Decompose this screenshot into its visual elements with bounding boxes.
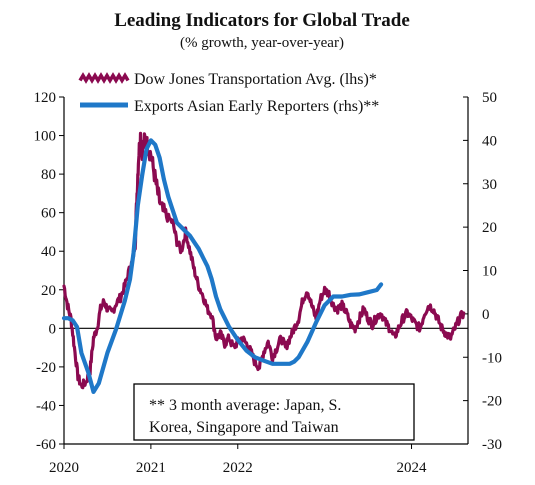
y-tick-label-left: 60 xyxy=(41,206,56,222)
y-tick-label-right: 10 xyxy=(482,264,497,280)
y-tick-label-right: -30 xyxy=(482,437,502,453)
chart-title: Leading Indicators for Global Trade xyxy=(114,10,410,31)
legend-label-dow-jones: Dow Jones Transportation Avg. (lhs)* xyxy=(134,71,377,88)
x-tick-label: 2022 xyxy=(223,460,253,476)
y-tick-label-left: -60 xyxy=(36,437,56,453)
chart-subtitle: (% growth, year-over-year) xyxy=(180,35,344,51)
note-line: ** 3 month average: Japan, S. xyxy=(149,397,341,414)
x-tick-label: 2021 xyxy=(136,460,166,476)
y-tick-label-right: 20 xyxy=(482,220,497,236)
y-tick-label-left: -40 xyxy=(36,398,56,414)
note-box: ** 3 month average: Japan, S. Korea, Sing… xyxy=(133,383,415,441)
y-tick-label-left: 20 xyxy=(41,283,56,299)
y-tick-label-right: -20 xyxy=(482,394,502,410)
series-line-dow-jones xyxy=(62,131,466,390)
note-line: Korea, Singapore and Taiwan xyxy=(149,419,339,436)
legend: Dow Jones Transportation Avg. (lhs)* Expo… xyxy=(74,63,458,115)
y-tick-label-left: 80 xyxy=(41,167,56,183)
y-tick-label-left: 0 xyxy=(49,321,57,337)
note-frame xyxy=(133,383,415,441)
y-tick-label-left: 100 xyxy=(34,129,57,145)
legend-label-asian-exports: Exports Asian Early Reporters (rhs)** xyxy=(134,98,379,115)
plot-area: -60 -40 -20 0 20 40 60 80 100 120 -30 -20 -10 0 10 20 30… xyxy=(34,90,503,476)
x-tick-label: 2024 xyxy=(397,460,428,476)
y-tick-label-left: -20 xyxy=(36,360,56,376)
x-tick-label: 2020 xyxy=(49,460,79,476)
legend-background xyxy=(74,63,458,115)
y-tick-label-right: 40 xyxy=(482,133,497,149)
legend-swatch-dow-jones xyxy=(78,72,130,84)
y-tick-label-left: 120 xyxy=(34,90,57,106)
y-tick-label-right: -10 xyxy=(482,350,502,366)
y-tick-label-right: 50 xyxy=(482,90,497,106)
y-tick-label-left: 40 xyxy=(41,244,56,260)
series-line-asian-exports xyxy=(61,138,384,394)
y-tick-label-right: 30 xyxy=(482,177,497,193)
y-tick-label-right: 0 xyxy=(482,307,490,323)
